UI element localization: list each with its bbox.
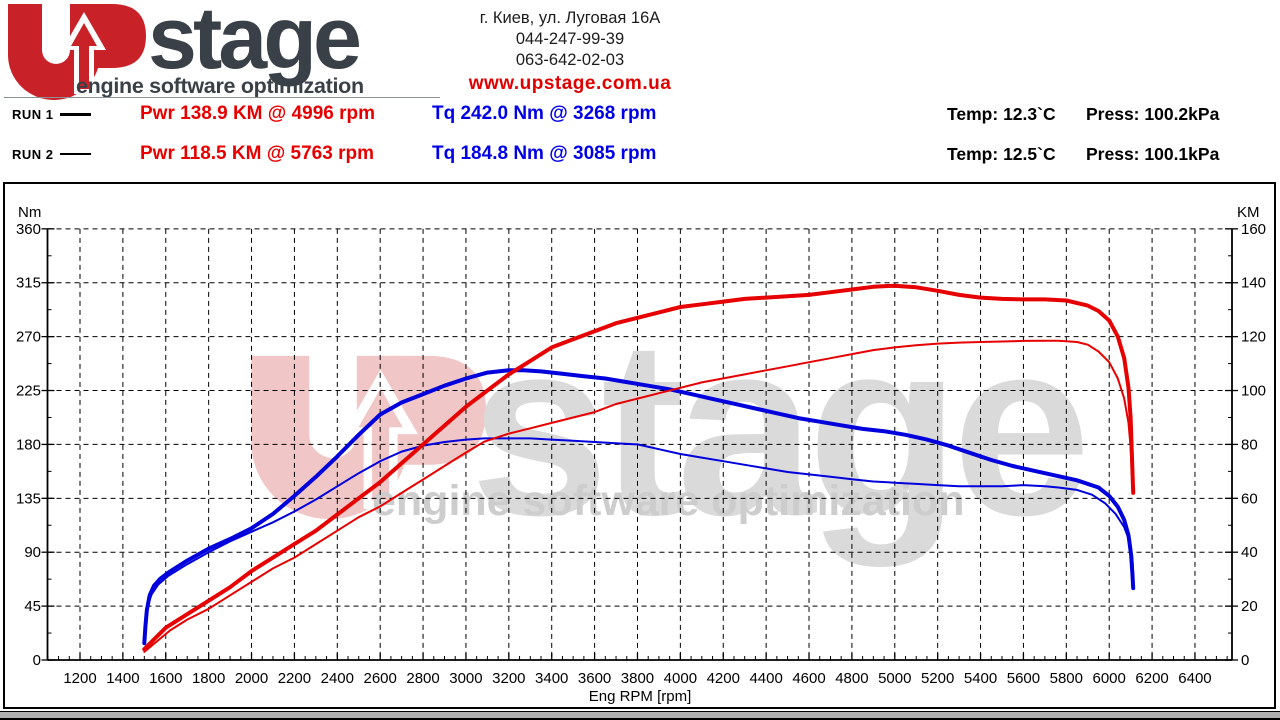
curve-run2-power [143,339,1135,653]
y-left-tick-label: 270 [16,329,41,346]
bottom-window-strip [0,711,1280,720]
contact-block: г. Киев, ул. Луговая 16А 044-247-99-39 0… [430,8,710,95]
logo-p-shape [82,4,146,68]
run-2-row: RUN 2 Pwr 118.5 KM @ 5763 rpm Tq 184.8 N… [0,143,1280,167]
run-2-label: RUN 2 [12,147,54,162]
y-left-tick-label: 90 [24,544,41,561]
x-tick-label: 4400 [749,670,782,687]
x-tick-label: 4800 [835,670,868,687]
run-2-pressure: Press: 100.1kPa [1086,144,1220,164]
y-left-tick-label: 180 [16,436,41,453]
logo-up-mark [8,4,146,100]
x-tick-label: 5200 [921,670,954,687]
x-tick-label: 5600 [1007,670,1040,687]
y-right-tick-label: 20 [1241,598,1258,615]
y-right-tick-label: 100 [1241,383,1266,400]
x-tick-label: 2600 [363,670,396,687]
y-right-tick-label: 0 [1241,652,1249,669]
y-right-tick-label: 80 [1241,436,1258,453]
logo-tagline: engine software optimization [76,74,364,98]
x-tick-label: 2800 [406,670,439,687]
website-link[interactable]: www.upstage.com.ua [468,73,672,94]
logo-underline [4,97,440,98]
x-tick-label: 6400 [1178,670,1211,687]
chart-frame [3,182,1276,709]
run-1-power-value: Pwr 138.9 KM @ 4996 rpm [140,103,376,124]
x-tick-label: 4000 [664,670,697,687]
x-tick-label: 5400 [964,670,997,687]
x-tick-label: 2200 [278,670,311,687]
watermark-tagline: engine software optimization [372,477,965,525]
x-tick-label: 6200 [1135,670,1168,687]
x-tick-label: 1800 [192,670,225,687]
x-tick-label: 3400 [535,670,568,687]
x-tick-label: 1600 [149,670,182,687]
upstage-logo: stage engine software optimization [8,0,364,100]
address: г. Киев, ул. Луговая 16А [479,9,661,27]
y-left-axis-unit: Nm [18,204,42,221]
curve-run2-torque [143,437,1135,637]
run-1-row: RUN 1 Pwr 138.9 KM @ 4996 rpm Tq 242.0 N… [0,103,1280,127]
x-tick-label: 3000 [449,670,482,687]
y-right-tick-label: 60 [1241,490,1258,507]
run-2-torque-value: Tq 184.8 Nm @ 3085 rpm [432,143,657,164]
y-right-axis-unit: KM [1237,204,1260,221]
y-left-tick-label: 225 [16,383,41,400]
run-2-line-sample [60,153,91,155]
x-tick-label: 5800 [1050,670,1083,687]
curve-run1-power [142,283,1136,652]
x-axis-title: Eng RPM [rpm] [588,688,692,705]
x-tick-label: 4200 [707,670,740,687]
watermark-brand-text: stage [470,288,1091,567]
phone-2: 063-642-02-03 [515,51,625,69]
x-tick-label: 4600 [792,670,825,687]
run-1-label: RUN 1 [12,107,54,122]
run-2-temp: Temp: 12.5`C [947,144,1056,164]
y-left-tick-label: 315 [16,275,41,292]
curve-run1-torque [142,368,1136,646]
run-1-line-sample [60,113,91,116]
x-tick-label: 3600 [578,670,611,687]
watermark-p-shape [377,355,486,465]
y-right-tick-label: 120 [1241,329,1266,346]
y-right-tick-label: 160 [1241,221,1266,238]
logo-arrow-inner [71,23,97,89]
x-tick-label: 1400 [106,670,139,687]
x-tick-label: 2000 [235,670,268,687]
y-right-tick-label: 140 [1241,275,1266,292]
run-2-power-value: Pwr 118.5 KM @ 5763 rpm [140,143,374,164]
run-1-torque-value: Tq 242.0 Nm @ 3268 rpm [432,103,657,124]
run-1-temp: Temp: 12.3`C [947,104,1056,124]
y-left-tick-label: 45 [24,598,41,615]
x-tick-label: 3800 [621,670,654,687]
y-left-tick-label: 135 [16,490,41,507]
x-tick-label: 6000 [1093,670,1126,687]
y-left-tick-label: 0 [33,652,41,669]
logo-brand-text: stage [148,0,359,87]
run-1-pressure: Press: 100.2kPa [1086,104,1220,124]
x-tick-label: 2400 [321,670,354,687]
phone-1: 044-247-99-39 [515,30,625,48]
y-right-tick-label: 40 [1241,544,1258,561]
x-tick-label: 5000 [878,670,911,687]
y-left-tick-label: 360 [16,221,41,238]
x-tick-label: 3200 [492,670,525,687]
x-tick-label: 1200 [63,670,96,687]
